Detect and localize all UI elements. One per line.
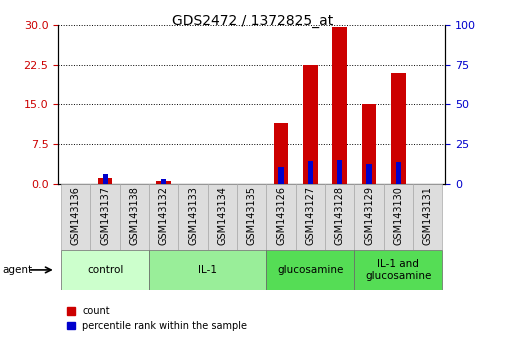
Text: GSM143133: GSM143133 [188,186,197,245]
Bar [178,184,208,250]
Text: IL-1: IL-1 [198,265,217,275]
Text: GSM143138: GSM143138 [129,186,139,245]
Text: GSM143135: GSM143135 [246,186,256,245]
Text: control: control [87,265,123,275]
Text: GSM143126: GSM143126 [276,186,285,245]
Text: GSM143132: GSM143132 [159,186,169,245]
Bar [390,73,405,184]
Bar [412,184,441,250]
Bar [332,27,346,184]
Bar [266,184,295,250]
Bar [149,184,178,250]
Bar [103,174,108,184]
Text: GSM143134: GSM143134 [217,186,227,245]
Text: GSM143129: GSM143129 [363,186,373,245]
Bar [354,184,383,250]
Legend: count, percentile rank within the sample: count, percentile rank within the sample [63,302,251,335]
Text: GDS2472 / 1372825_at: GDS2472 / 1372825_at [172,14,333,28]
Bar [208,184,237,250]
Text: GSM143127: GSM143127 [305,186,315,245]
Text: GSM143130: GSM143130 [392,186,402,245]
Bar [61,184,90,250]
Bar [307,161,312,184]
Text: GSM143128: GSM143128 [334,186,344,245]
Bar [354,250,441,290]
Text: glucosamine: glucosamine [277,265,343,275]
Bar [90,184,120,250]
Bar [161,178,166,184]
Bar [366,164,371,184]
Bar [61,250,149,290]
Text: GSM143136: GSM143136 [71,186,81,245]
Bar [324,184,353,250]
Bar [266,250,353,290]
Bar [383,184,412,250]
Bar [149,250,266,290]
Text: IL-1 and
glucosamine: IL-1 and glucosamine [365,259,431,281]
Bar [156,181,171,184]
Bar [273,123,288,184]
Bar [278,167,283,184]
Bar [237,184,266,250]
Bar [361,104,376,184]
Text: GSM143131: GSM143131 [422,186,432,245]
Bar [302,64,317,184]
Text: GSM143137: GSM143137 [100,186,110,245]
Bar [97,178,112,184]
Bar [336,160,341,184]
Bar [395,162,400,184]
Bar [295,184,324,250]
Bar [120,184,149,250]
Text: agent: agent [3,265,33,275]
